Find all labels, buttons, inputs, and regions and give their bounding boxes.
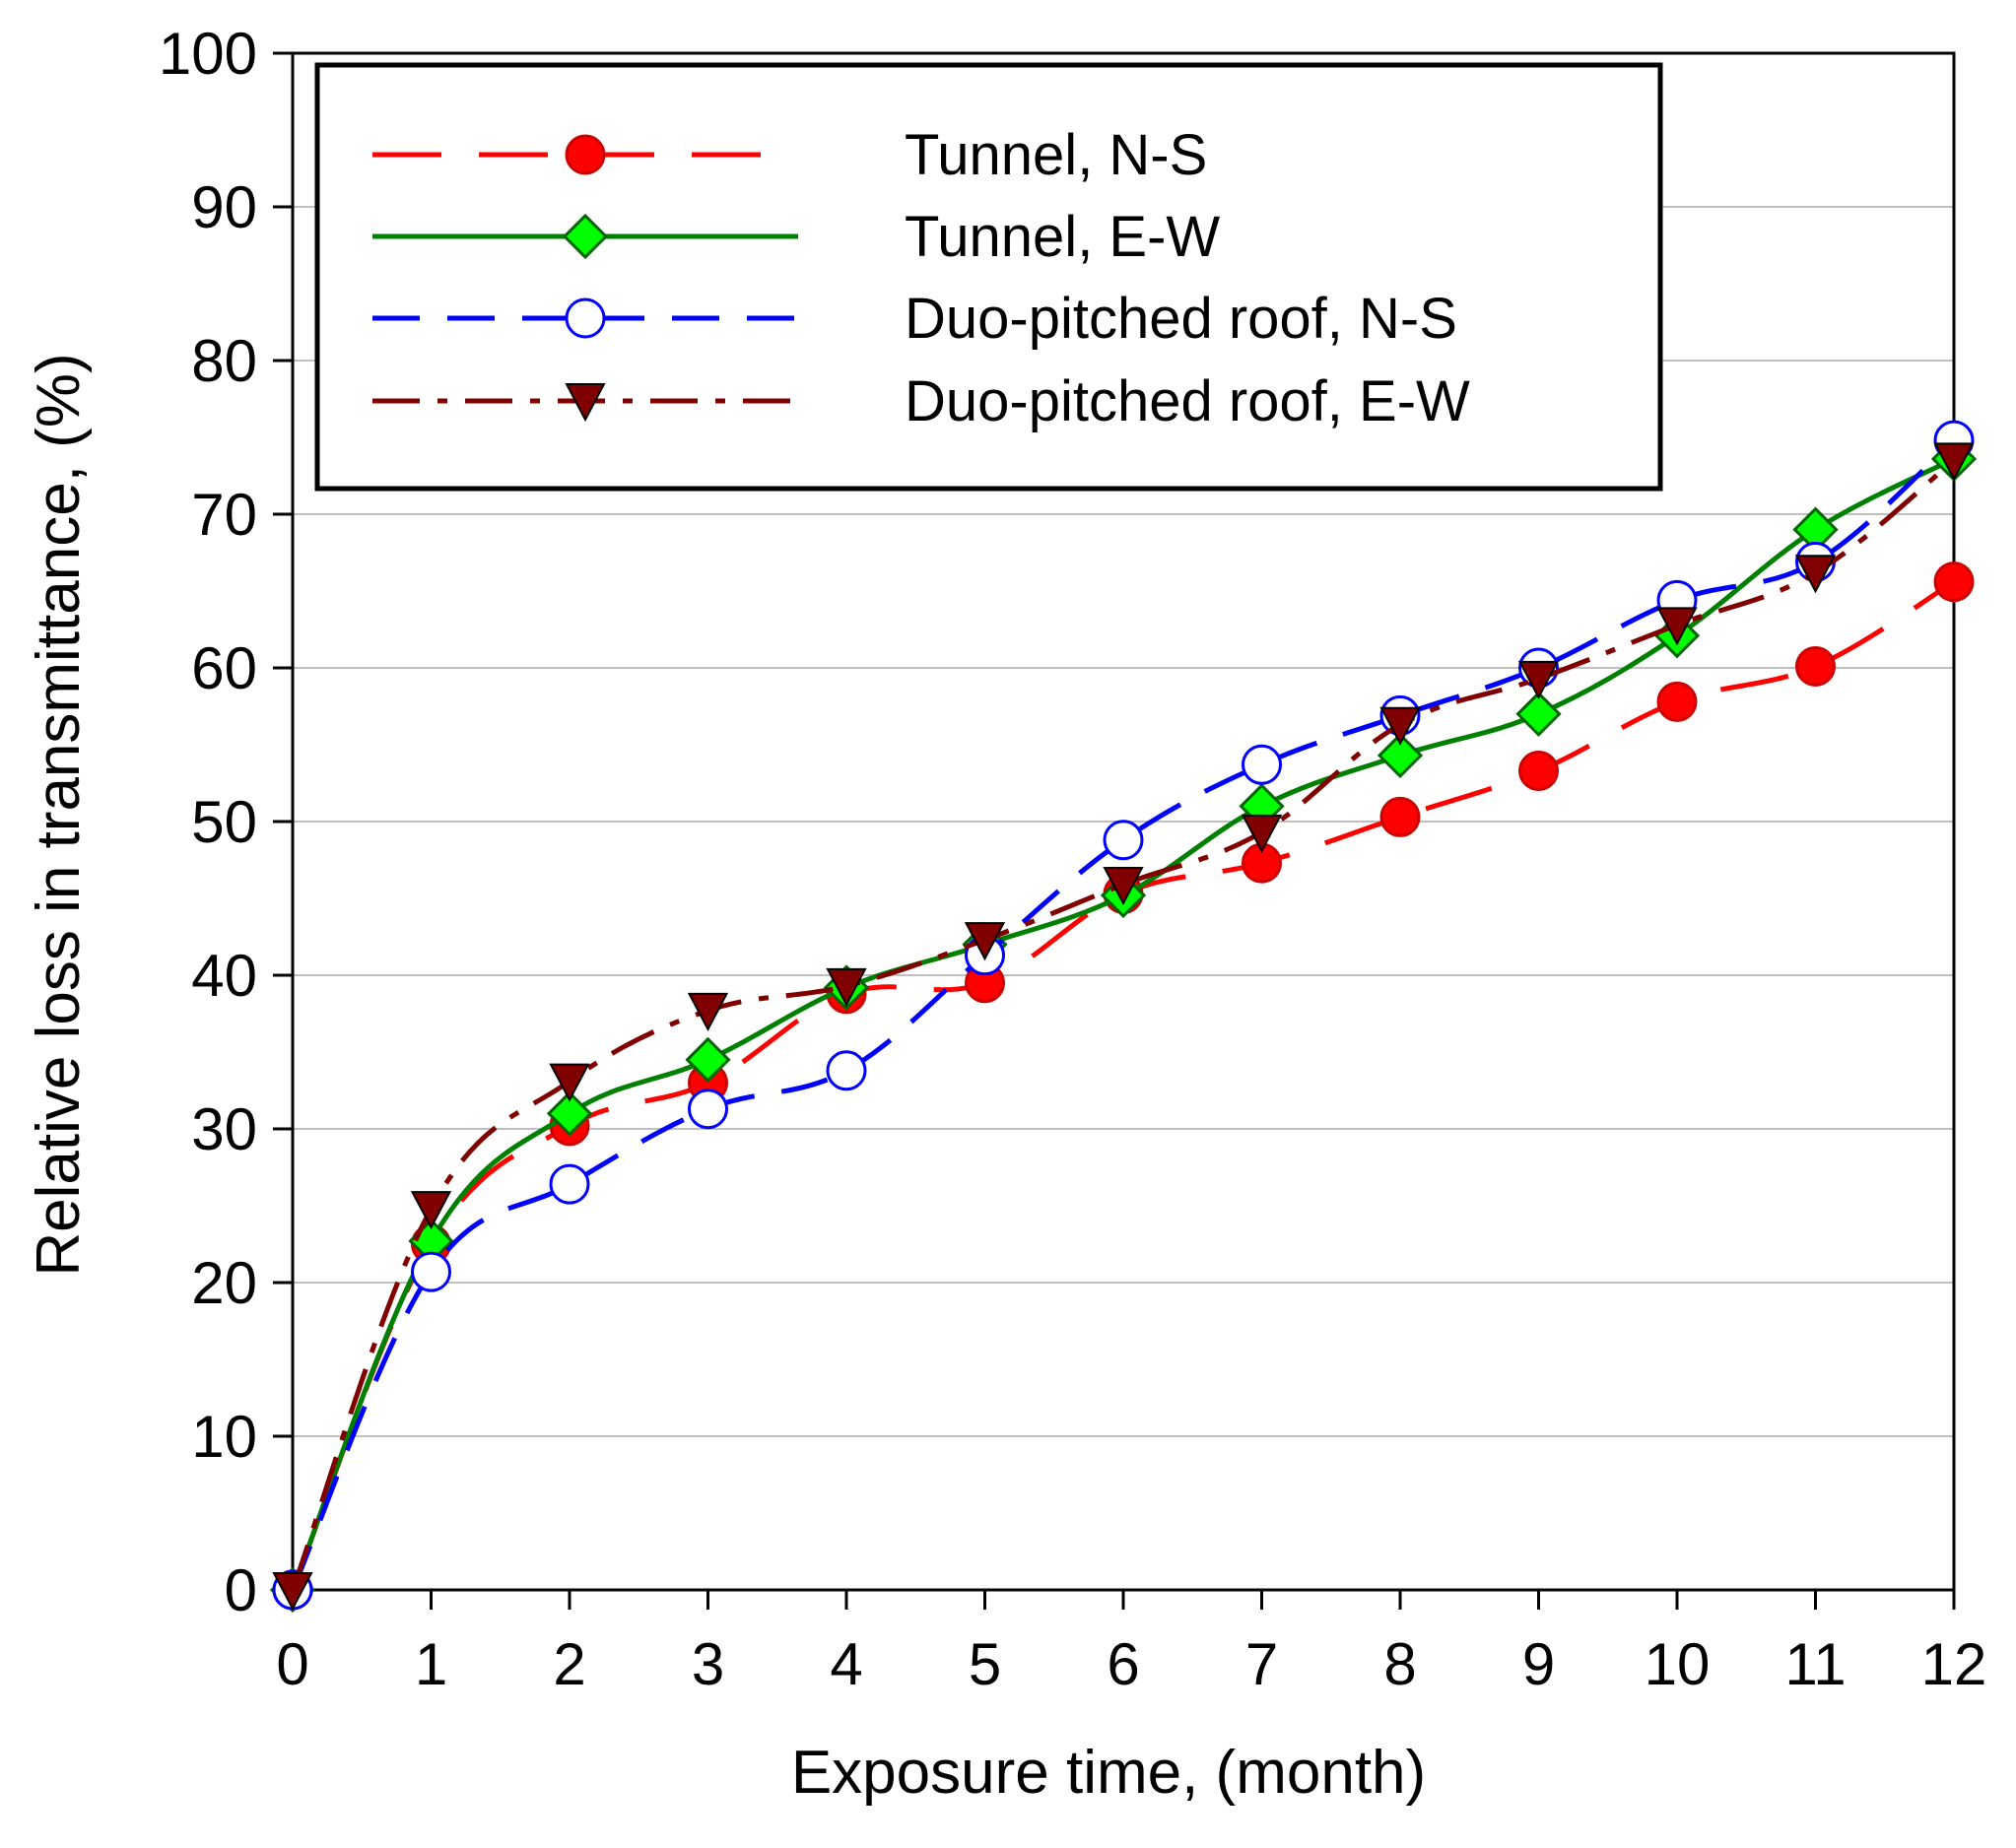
x-axis-title: Exposure time, (month) [791, 1739, 1426, 1807]
y-tick-label-70: 70 [191, 482, 257, 548]
series-3-point-1 [410, 1191, 452, 1230]
series-3-point-6 [1103, 866, 1144, 906]
y-tick-label-50: 50 [191, 789, 257, 855]
series-0-point-11 [1795, 645, 1836, 687]
series-3-point-9 [1517, 660, 1560, 700]
y-tick-label-100: 100 [159, 21, 257, 87]
y-tick-label-30: 30 [191, 1096, 257, 1162]
series-0-point-12 [1933, 561, 1975, 603]
series-2-point-1 [411, 1251, 451, 1292]
legend-marker-0 [565, 134, 606, 175]
legend-marker-1 [562, 213, 609, 260]
x-tick-label-5: 5 [969, 1631, 1001, 1697]
series-1-point-8 [1377, 732, 1424, 779]
y-axis-title: Relative loss in transmittance, (%) [25, 353, 93, 1276]
series-2-point-4 [826, 1050, 867, 1091]
x-tick-label-7: 7 [1245, 1631, 1278, 1697]
series-1-point-3 [685, 1036, 731, 1083]
legend-label-3: Duo-pitched roof, E-W [905, 369, 1470, 433]
series-3 [272, 442, 1975, 1612]
series-0-point-10 [1656, 681, 1698, 722]
series-3-point-3 [687, 992, 729, 1032]
x-tick-label-8: 8 [1383, 1631, 1416, 1697]
series-0-point-9 [1518, 751, 1559, 792]
x-tick-label-2: 2 [553, 1631, 585, 1697]
x-tick-label-11: 11 [1784, 1631, 1846, 1697]
y-tick-label-40: 40 [191, 943, 257, 1009]
series-3-point-5 [964, 922, 1006, 961]
series-2-point-3 [688, 1089, 728, 1130]
x-tick-label-10: 10 [1645, 1631, 1711, 1697]
series-3-point-11 [1794, 555, 1837, 594]
series-3-point-12 [1933, 442, 1975, 482]
y-tick-label-0: 0 [225, 1557, 257, 1623]
legend-label-1: Tunnel, E-W [905, 205, 1220, 269]
series-3-point-8 [1379, 706, 1421, 746]
series-1-point-2 [546, 1090, 593, 1137]
x-tick-label-1: 1 [415, 1631, 447, 1697]
series-3-point-7 [1241, 814, 1283, 854]
x-tick-label-9: 9 [1522, 1631, 1555, 1697]
series-3-point-10 [1656, 607, 1698, 646]
legend-marker-3 [565, 383, 606, 423]
series-3-point-2 [549, 1063, 590, 1102]
y-tick-label-80: 80 [191, 328, 257, 394]
legend: Tunnel, N-S Tunnel, E-W Duo-pitched roof, … [314, 62, 1663, 492]
series-line-2 [290, 438, 1956, 1591]
y-tick-label-60: 60 [191, 635, 257, 701]
series-0-point-8 [1379, 796, 1421, 837]
legend-box [314, 62, 1663, 492]
x-tick-label-3: 3 [692, 1631, 724, 1697]
legend-label-2: Duo-pitched roof, N-S [905, 287, 1457, 351]
x-tick-label-6: 6 [1107, 1631, 1139, 1697]
legend-marker-2 [565, 297, 606, 339]
series-line-3 [290, 458, 1956, 1591]
x-tick-label-12: 12 [1921, 1631, 1987, 1697]
series-2-point-7 [1242, 744, 1282, 785]
x-tick-label-4: 4 [830, 1631, 862, 1697]
legend-label-0: Tunnel, N-S [905, 123, 1207, 187]
series-2-point-6 [1103, 820, 1144, 861]
series-3-point-4 [826, 967, 867, 1008]
series-1-point-9 [1515, 691, 1562, 737]
y-tick-label-10: 10 [191, 1404, 257, 1470]
y-tick-label-20: 20 [191, 1250, 257, 1316]
series-2-point-2 [549, 1163, 590, 1205]
x-tick-label-0: 0 [276, 1631, 308, 1697]
series-layer [269, 420, 1978, 1614]
y-tick-label-90: 90 [191, 174, 257, 240]
series-3-point-0 [272, 1572, 313, 1612]
